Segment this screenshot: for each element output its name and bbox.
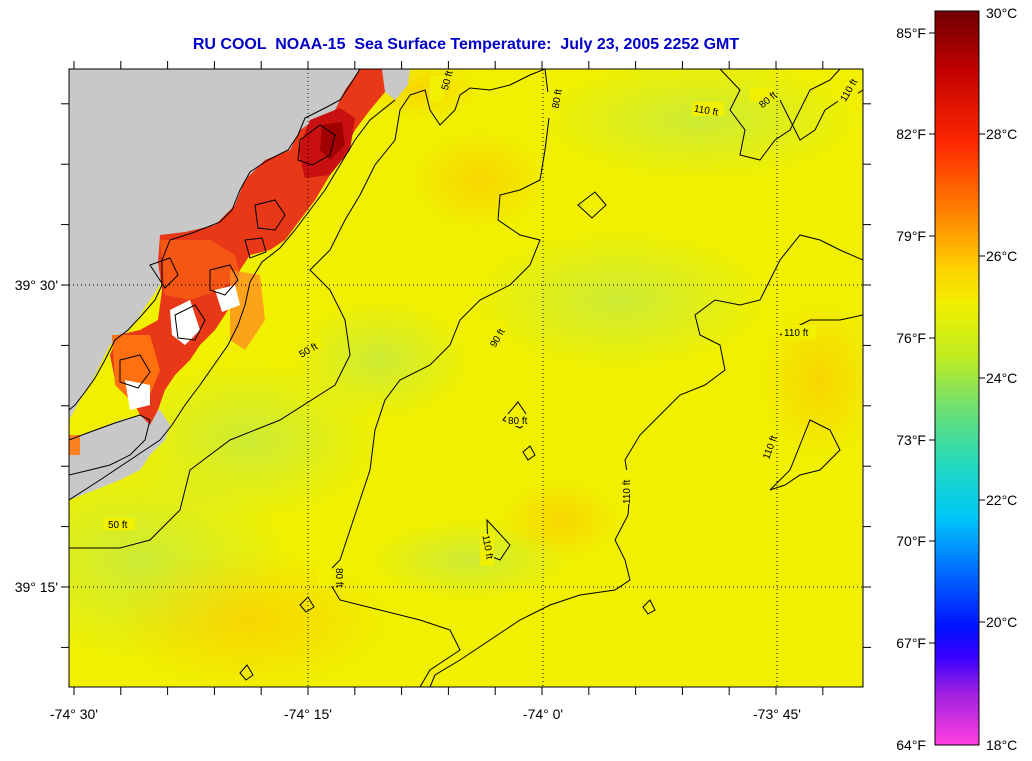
land-islet	[380, 69, 410, 100]
cb-c-label-18: 18°C	[986, 737, 1017, 753]
contour-label-50ft-a: 50 ft	[108, 520, 128, 531]
colorbar-celsius-labels: 30°C 28°C 26°C 24°C 22°C 20°C 18°C	[986, 5, 1017, 753]
y-tick-label-1: 39° 30'	[15, 277, 58, 293]
contour-label-50ft-c: 50 ft	[440, 70, 456, 92]
coastline	[69, 69, 396, 501]
cb-f-label-67: 67°F	[896, 635, 926, 651]
contour-label-80ft-a: 80 ft	[551, 88, 565, 109]
cb-f-label-70: 70°F	[896, 533, 926, 549]
cb-c-label-26: 26°C	[986, 248, 1017, 264]
x-tick-label-4: -73° 45'	[753, 706, 801, 722]
x-tick-label-3: -74° 0'	[523, 706, 563, 722]
cb-c-label-30: 30°C	[986, 5, 1017, 21]
cb-f-label-85: 85°F	[896, 25, 926, 41]
warm-coastal-water	[69, 69, 385, 455]
cb-f-label-64: 64°F	[896, 737, 926, 753]
contour-label-110ft-e: 110 ft	[622, 480, 633, 504]
cb-c-label-28: 28°C	[986, 126, 1017, 142]
cb-c-label-22: 22°C	[986, 492, 1017, 508]
sst-variation	[69, 69, 863, 687]
map-plot-area: 50 ft 50 ft 50 ft 80 ft 80 ft 80 ft 80 f…	[69, 69, 863, 687]
x-tick-label-1: -74° 30'	[50, 706, 98, 722]
contour-label-110ft-c: 110 ft	[784, 328, 808, 339]
chart-title: RU COOL NOAA-15 Sea Surface Temperature:…	[192, 36, 740, 53]
map-frame	[68, 68, 864, 688]
contour-label-80ft-c: 80 ft	[508, 416, 528, 427]
graticule	[69, 69, 863, 687]
colorbar-ticks	[929, 32, 985, 644]
cb-f-label-73: 73°F	[896, 432, 926, 448]
map-ticks	[61, 61, 871, 695]
contour-label-80ft-d: 80 ft	[333, 568, 344, 588]
contour-label-110ft-f: 110 ft	[479, 534, 494, 560]
contour-label-110ft-a: 110 ft	[693, 104, 719, 119]
cb-f-label-79: 79°F	[896, 228, 926, 244]
colorbar-fahrenheit-labels: 85°F 82°F 79°F 76°F 73°F 70°F 67°F 64°F	[896, 25, 926, 753]
land-mass-south	[69, 410, 170, 500]
contour-labels: 50 ft 50 ft 50 ft 80 ft 80 ft 80 ft 80 f…	[103, 70, 860, 588]
cb-f-label-82: 82°F	[896, 126, 926, 142]
cb-c-label-24: 24°C	[986, 370, 1017, 386]
land-mass	[69, 69, 362, 420]
y-tick-label-2: 39° 15'	[15, 579, 58, 595]
colorbar	[934, 10, 980, 746]
x-tick-label-2: -74° 15'	[284, 706, 332, 722]
cb-f-label-76: 76°F	[896, 330, 926, 346]
cb-c-label-20: 20°C	[986, 614, 1017, 630]
